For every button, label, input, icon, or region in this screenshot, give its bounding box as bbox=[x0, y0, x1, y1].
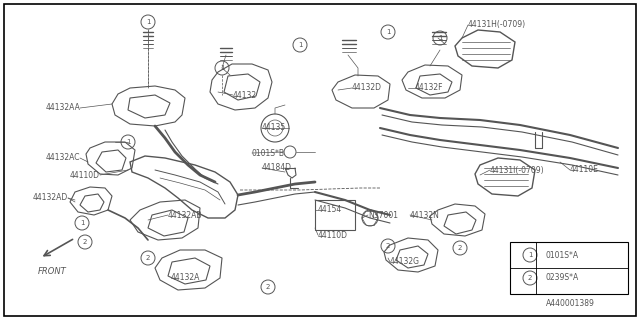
Text: 1: 1 bbox=[146, 19, 150, 25]
Text: 44131I(-0709): 44131I(-0709) bbox=[490, 165, 545, 174]
Text: 44110D: 44110D bbox=[70, 171, 100, 180]
Text: 2: 2 bbox=[146, 255, 150, 261]
Text: 1: 1 bbox=[438, 35, 442, 41]
Text: 1: 1 bbox=[220, 65, 224, 71]
Text: 44132: 44132 bbox=[233, 91, 257, 100]
Text: 44184D: 44184D bbox=[262, 164, 292, 172]
Text: 1: 1 bbox=[298, 42, 302, 48]
Text: FRONT: FRONT bbox=[38, 268, 67, 276]
Text: 44110E: 44110E bbox=[570, 165, 599, 174]
Text: 44132AC: 44132AC bbox=[45, 154, 80, 163]
Bar bbox=[315, 200, 355, 230]
Text: 44132AD: 44132AD bbox=[33, 194, 68, 203]
Text: 1: 1 bbox=[80, 220, 84, 226]
Text: 44132A: 44132A bbox=[170, 274, 200, 283]
Text: 2: 2 bbox=[458, 245, 462, 251]
Text: 0101S*A: 0101S*A bbox=[545, 251, 578, 260]
Text: 1: 1 bbox=[386, 29, 390, 35]
Text: 0101S*B: 0101S*B bbox=[252, 148, 285, 157]
Text: 44132N: 44132N bbox=[410, 211, 440, 220]
Text: 44132D: 44132D bbox=[352, 84, 382, 92]
Text: 2: 2 bbox=[83, 239, 87, 245]
Text: 1: 1 bbox=[528, 252, 532, 258]
Text: 0239S*A: 0239S*A bbox=[545, 274, 579, 283]
Text: A440001389: A440001389 bbox=[545, 299, 595, 308]
Text: 2: 2 bbox=[528, 275, 532, 281]
Text: 44132F: 44132F bbox=[415, 84, 444, 92]
Text: 44132G: 44132G bbox=[390, 258, 420, 267]
Text: 44132AB: 44132AB bbox=[168, 211, 202, 220]
Text: 1: 1 bbox=[125, 139, 131, 145]
Text: 2: 2 bbox=[266, 284, 270, 290]
Text: 44110D: 44110D bbox=[318, 230, 348, 239]
Text: 44132AA: 44132AA bbox=[45, 103, 80, 113]
Text: 2: 2 bbox=[386, 243, 390, 249]
Text: 44135: 44135 bbox=[262, 124, 286, 132]
Bar bbox=[510, 242, 628, 294]
Text: 44154: 44154 bbox=[318, 205, 342, 214]
Text: 44131H(-0709): 44131H(-0709) bbox=[468, 20, 526, 29]
Text: N37001: N37001 bbox=[368, 211, 398, 220]
